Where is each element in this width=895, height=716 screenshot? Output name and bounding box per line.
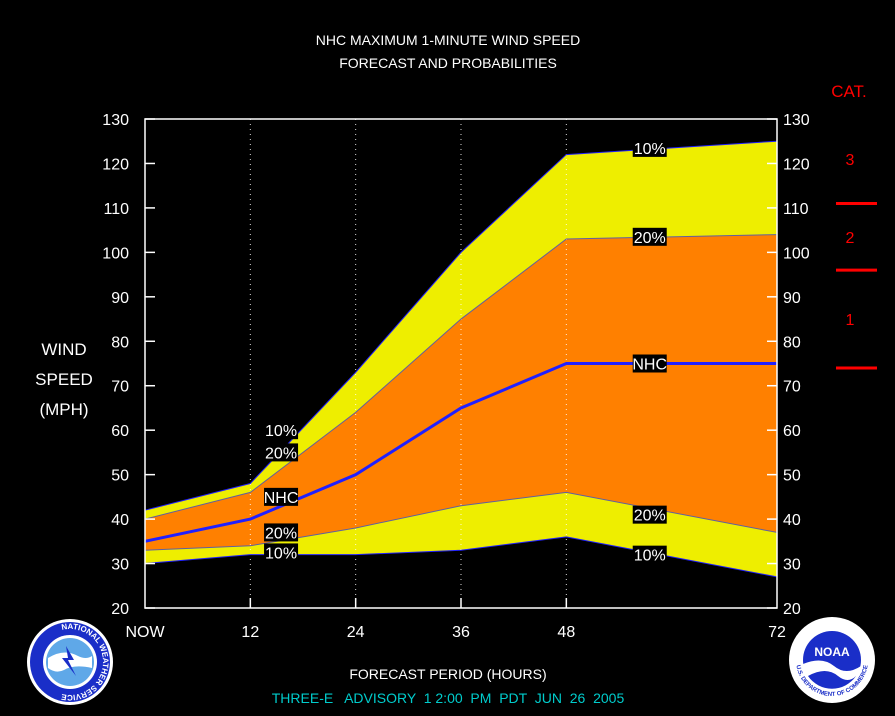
band-label-bg — [632, 227, 667, 246]
band-label-text: NHC — [264, 490, 299, 507]
band-label: 20% — [632, 227, 667, 247]
y-tick-label-left: 90 — [111, 290, 129, 307]
noaa-logo-text: NOAA — [814, 645, 850, 659]
upper-20-line — [144, 234, 778, 520]
category-label-2: 2 — [846, 230, 855, 247]
band-label: 10% — [264, 543, 299, 562]
band-label: 10% — [632, 545, 667, 565]
y-tick-label-left: 100 — [102, 245, 129, 262]
category-label-3: 3 — [846, 152, 855, 169]
band-label-text: 20% — [265, 445, 297, 462]
y-tick-label-right: 80 — [783, 334, 801, 351]
band-label-bg — [632, 354, 667, 373]
category-header: CAT. — [831, 82, 867, 101]
y-tick-label-left: 20 — [111, 601, 129, 618]
series-lines — [144, 140, 778, 578]
y-tick-label-left: 130 — [102, 112, 129, 129]
band-labels: 10% 20% NHC 20% 10% 10% 20% NHC 20% 10% — [264, 138, 667, 565]
advisory-footer: THREE-E ADVISORY 1 2:00 PM PDT JUN 26 20… — [272, 690, 625, 706]
band-label-bg — [264, 421, 299, 440]
y-axis-label-line-2: SPEED — [35, 370, 93, 389]
y-axis-label-line-1: WIND — [41, 340, 86, 359]
y-tick-label-left: 60 — [111, 423, 129, 440]
y-axis-label-line-3: (MPH) — [39, 400, 88, 419]
x-tick-label: NOW — [125, 624, 165, 641]
nhc-forecast-line — [144, 362, 777, 543]
band-label-bg — [264, 443, 299, 462]
chart-title-line-1: NHC MAXIMUM 1-MINUTE WIND SPEED — [316, 32, 580, 48]
x-tick-label: 48 — [557, 624, 575, 641]
x-tick-label: 36 — [452, 624, 470, 641]
y-tick-label-right: 40 — [783, 512, 801, 529]
y-tick-label-left: 80 — [111, 334, 129, 351]
y-axis-left: 20 30 40 50 60 70 80 90 100 110 120 130 — [102, 112, 155, 618]
band-label-bg — [632, 505, 667, 524]
y-tick-label-left: 40 — [111, 512, 129, 529]
band-label: 10% — [264, 421, 299, 440]
band-label-bg — [632, 138, 667, 157]
y-tick-label-right: 30 — [783, 557, 801, 574]
chart-title-line-2: FORECAST AND PROBABILITIES — [339, 55, 557, 71]
y-tick-label-right: 20 — [783, 601, 801, 618]
band-20-percent — [145, 234, 777, 551]
y-tick-label-right: 50 — [783, 468, 801, 485]
band-label-text: 20% — [634, 508, 666, 525]
category-label-1: 1 — [846, 312, 855, 329]
y-tick-label-right: 100 — [783, 245, 810, 262]
band-label: NHC — [632, 354, 667, 374]
y-tick-label-left: 120 — [102, 156, 129, 173]
y-tick-label-right: 120 — [783, 156, 810, 173]
band-label-text: 20% — [265, 525, 297, 542]
x-tick-label: 12 — [241, 624, 259, 641]
y-tick-label-right: 90 — [783, 290, 801, 307]
band-label: 20% — [632, 505, 667, 525]
band-label-text: 10% — [265, 545, 297, 562]
band-label: 20% — [264, 443, 299, 462]
y-tick-label-left: 50 — [111, 468, 129, 485]
lower-10-line — [144, 536, 778, 578]
band-label-bg — [632, 545, 667, 564]
band-label-text: 10% — [634, 141, 666, 158]
band-label-bg — [264, 523, 299, 542]
band-label-text: 10% — [634, 548, 666, 565]
band-label-bg — [264, 543, 299, 562]
y-axis-right: 20 30 40 50 60 70 80 90 100 110 120 130 — [767, 112, 810, 618]
band-label-bg — [264, 487, 299, 506]
y-tick-label-left: 70 — [111, 379, 129, 396]
band-label-text: 20% — [634, 230, 666, 247]
band-label-text: 10% — [265, 423, 297, 440]
upper-10-line — [144, 140, 778, 511]
nws-logo: NATIONAL WEATHER SERVICE — [27, 619, 113, 705]
x-axis-label: FORECAST PERIOD (HOURS) — [349, 666, 546, 682]
x-axis: NOW 12 24 36 48 72 — [125, 598, 786, 641]
band-label: NHC — [264, 487, 299, 507]
band-label-text: NHC — [632, 357, 667, 374]
x-tick-label: 24 — [347, 624, 365, 641]
y-tick-label-right: 130 — [783, 112, 810, 129]
category-scale: CAT. 1 2 3 — [831, 82, 877, 370]
y-tick-label-left: 110 — [103, 201, 129, 218]
band-label: 20% — [264, 523, 299, 542]
y-tick-label-left: 30 — [111, 557, 129, 574]
x-tick-label: 72 — [768, 624, 786, 641]
y-tick-label-right: 110 — [783, 201, 809, 218]
band-label: 10% — [632, 138, 667, 158]
noaa-logo: NOAA U.S. DEPARTMENT OF COMMERCE — [789, 617, 875, 703]
lower-20-line — [144, 491, 778, 551]
y-tick-label-right: 70 — [783, 379, 801, 396]
y-tick-label-right: 60 — [783, 423, 801, 440]
